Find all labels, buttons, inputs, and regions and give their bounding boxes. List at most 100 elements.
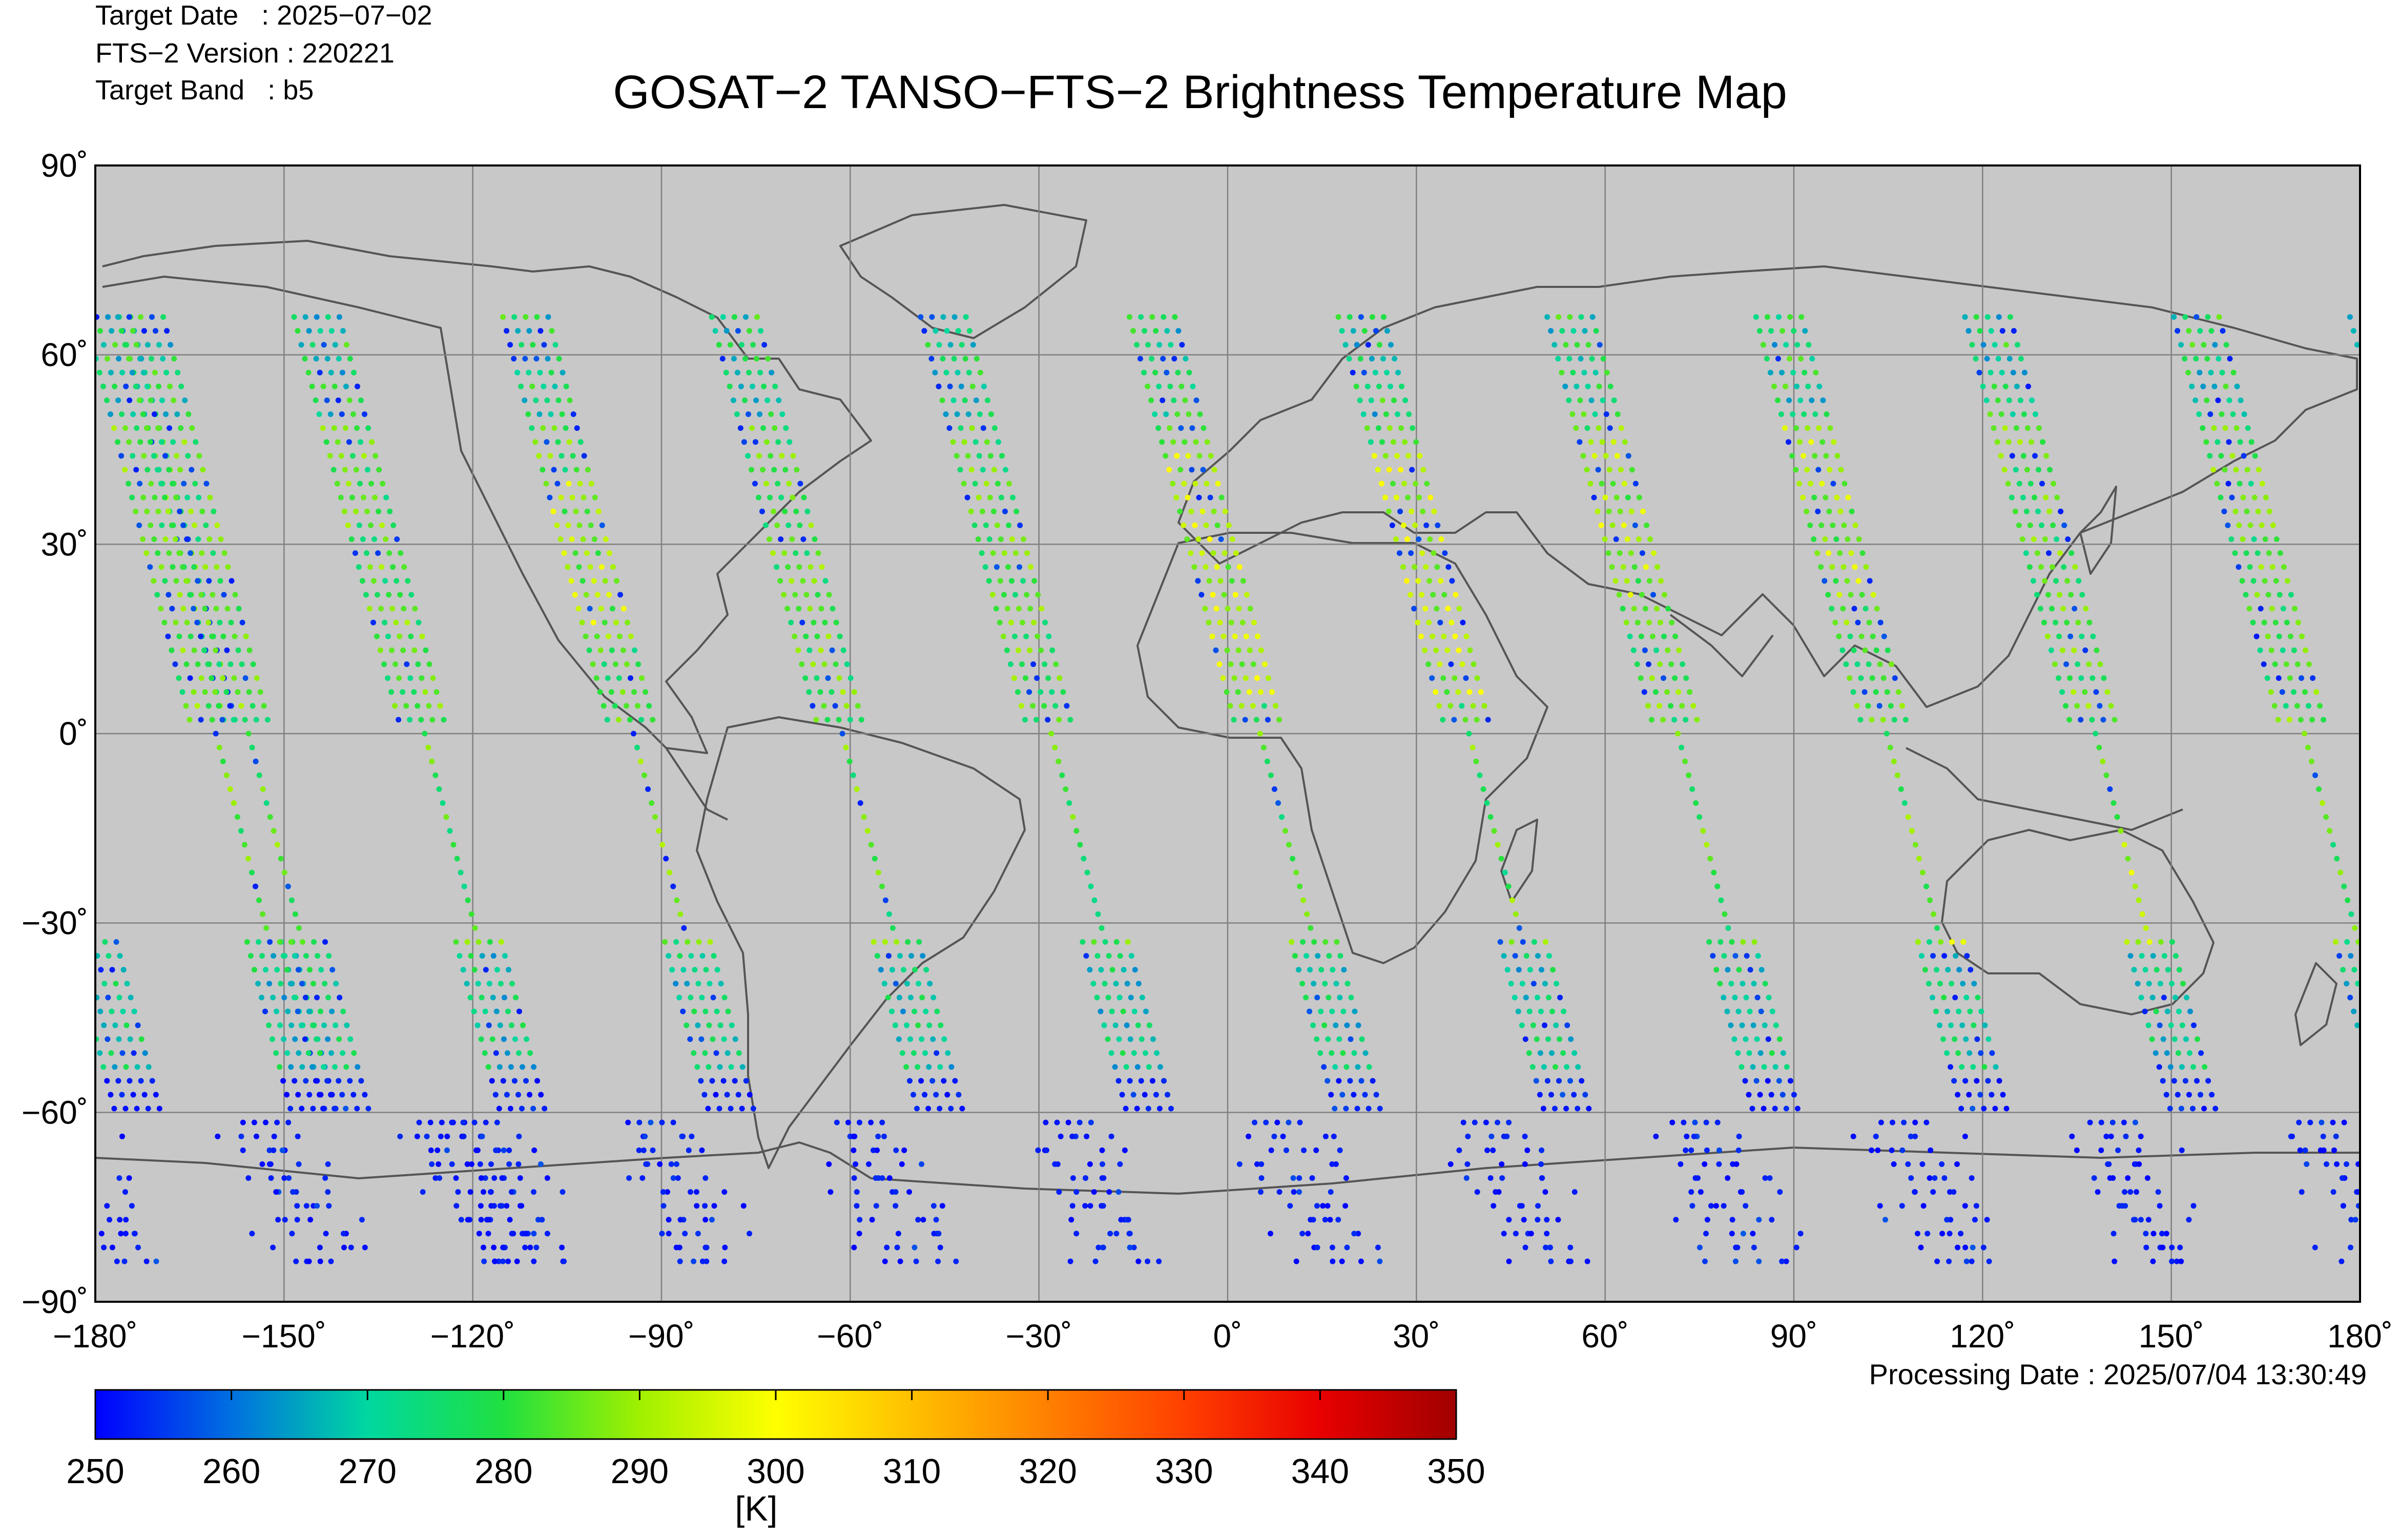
observation-point [2179, 1064, 2185, 1070]
observation-point [2136, 1161, 2142, 1167]
observation-point [2238, 397, 2244, 403]
observation-point [266, 1147, 273, 1153]
observation-point [540, 425, 546, 431]
observation-point [1519, 1022, 1525, 1028]
observation-point [131, 1008, 137, 1014]
observation-point [2172, 994, 2178, 1001]
observation-point [925, 1106, 932, 1112]
observation-point [1311, 939, 1317, 945]
observation-point [1938, 939, 1944, 945]
observation-point [2226, 439, 2232, 445]
observation-point [1101, 1175, 1107, 1181]
observation-point [2302, 1147, 2308, 1153]
observation-point [2240, 494, 2246, 501]
observation-point [1017, 564, 1023, 570]
observation-point [566, 481, 572, 487]
observation-point [388, 689, 395, 695]
observation-point [1142, 1050, 1148, 1056]
observation-point [2255, 508, 2261, 514]
observation-point [126, 1175, 132, 1181]
observation-point [1034, 675, 1040, 681]
observation-point [160, 356, 166, 362]
observation-point [861, 814, 867, 820]
observation-point [1274, 1119, 1280, 1126]
observation-point [1544, 1217, 1550, 1223]
observation-point [864, 828, 871, 834]
observation-point [255, 981, 261, 987]
observation-point [375, 550, 381, 556]
observation-point [1206, 578, 1212, 584]
observation-point [140, 369, 147, 376]
observation-point [1321, 1064, 1327, 1070]
observation-point [669, 967, 675, 973]
observation-point [1008, 619, 1014, 626]
observation-point [1980, 1244, 1987, 1251]
observation-point [1866, 661, 1872, 667]
observation-point [1740, 981, 1746, 987]
observation-point [411, 647, 418, 653]
observation-point [1109, 967, 1115, 973]
observation-point [313, 397, 319, 403]
observation-point [1385, 508, 1392, 514]
observation-point [2347, 314, 2353, 320]
observation-point [270, 1244, 276, 1251]
observation-point [1775, 397, 1781, 403]
observation-point [232, 633, 238, 639]
observation-point [114, 1258, 120, 1264]
observation-point [2193, 356, 2199, 362]
observation-point [1250, 703, 1256, 709]
observation-point [376, 467, 382, 473]
observation-point [2225, 481, 2231, 487]
observation-point [1325, 1078, 1331, 1084]
observation-point [557, 536, 564, 542]
observation-point [792, 633, 798, 639]
observation-point [732, 1078, 738, 1084]
observation-point [1789, 453, 1795, 459]
observation-point [1444, 689, 1450, 695]
observation-point [2032, 494, 2037, 501]
observation-point [1948, 1022, 1954, 1028]
observation-point [2184, 994, 2189, 1001]
observation-point [1404, 536, 1411, 542]
observation-point [1155, 425, 1162, 431]
observation-point [493, 1050, 499, 1056]
observation-point [1989, 1050, 1995, 1056]
observation-point [1756, 1217, 1762, 1223]
observation-point [928, 356, 935, 362]
observation-point [174, 411, 180, 417]
observation-point [544, 439, 550, 445]
observation-point [1571, 1050, 1578, 1056]
observation-point [911, 1050, 917, 1056]
observation-point [223, 689, 230, 695]
observation-point [2056, 675, 2062, 681]
observation-point [2178, 1258, 2184, 1264]
observation-point [595, 508, 602, 514]
observation-point [152, 369, 158, 376]
observation-point [1793, 425, 1799, 431]
observation-point [1196, 494, 1202, 501]
observation-point [1836, 592, 1843, 598]
observation-point [959, 342, 965, 348]
observation-point [1801, 453, 1807, 459]
observation-point [1102, 939, 1108, 945]
observation-point [95, 994, 100, 1001]
observation-point [1331, 1133, 1337, 1139]
observation-point [2138, 1133, 2144, 1139]
observation-point [1131, 1244, 1137, 1251]
observation-point [1599, 481, 1605, 487]
observation-point [1542, 1022, 1547, 1028]
observation-point [1250, 661, 1256, 667]
observation-point [824, 717, 831, 723]
observation-point [1452, 633, 1458, 639]
observation-point [1244, 592, 1250, 598]
observation-point [2341, 1119, 2347, 1126]
observation-point [2317, 703, 2323, 709]
observation-point [627, 717, 633, 723]
observation-point [565, 522, 571, 528]
observation-point [793, 550, 799, 556]
observation-point [1099, 925, 1105, 931]
observation-point [1308, 925, 1314, 931]
observation-point [2251, 536, 2257, 542]
observation-point [1108, 1133, 1114, 1139]
observation-point [1652, 689, 1659, 695]
